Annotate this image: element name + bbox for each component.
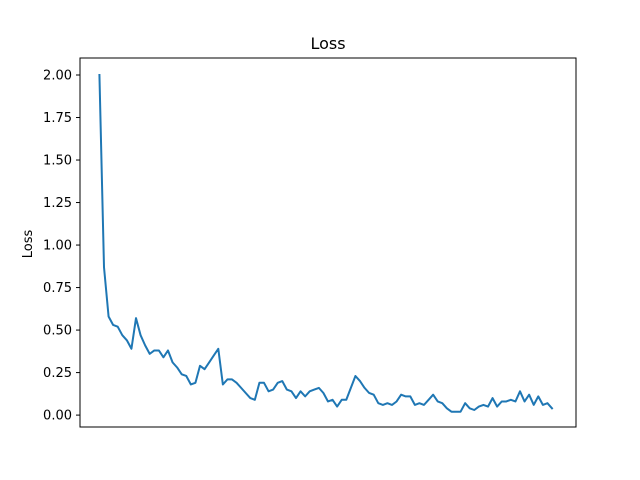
y-tick-label: 1.75: [43, 111, 72, 126]
y-tick-label: 0.75: [43, 281, 72, 296]
y-tick-label: 2.00: [43, 69, 72, 84]
loss-series-line: [98, 73, 554, 413]
y-tick-label: 1.00: [43, 239, 72, 254]
chart-title: Loss: [310, 34, 345, 53]
y-tick-label: 0.00: [43, 409, 72, 424]
y-tick-label: 1.25: [43, 196, 72, 211]
y-tick-label: 0.50: [43, 324, 72, 339]
y-axis-label: Loss: [21, 230, 36, 259]
y-tick-label: 0.25: [43, 366, 72, 381]
plot-area-frame: [79, 57, 577, 428]
y-axis-ticks: 0.00 0.25 0.50 0.75 1.00 1.25 1.50 1.75 2.00: [43, 69, 80, 424]
y-tick-label: 1.50: [43, 154, 72, 169]
